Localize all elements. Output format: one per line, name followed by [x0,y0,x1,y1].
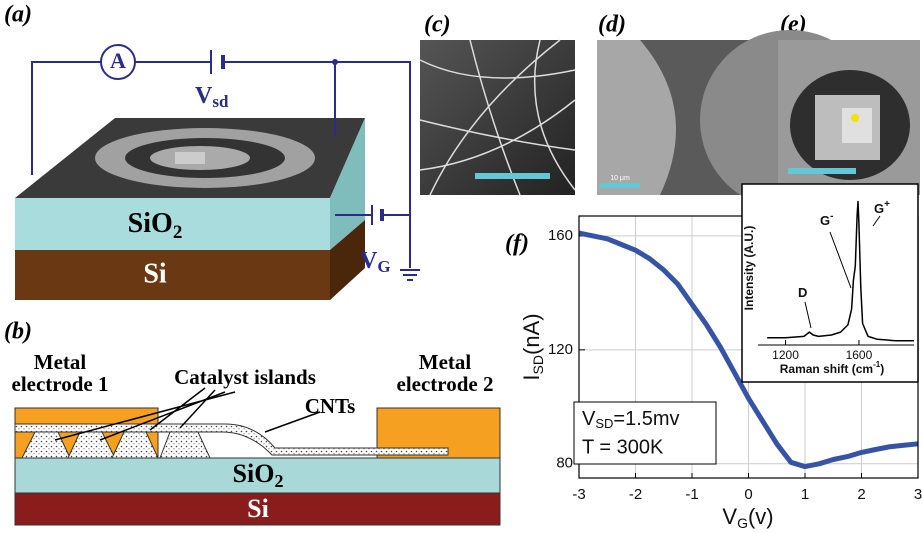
micrograph [778,40,920,195]
label-unit: (v) [748,504,774,529]
vsd-label: Vsd [195,83,229,111]
y-tick-label: 160 [548,227,573,244]
silicon-layer [15,250,330,300]
label-sub: SD [530,355,546,374]
label-end: ) [880,362,884,376]
scale-label: 10 μm [610,175,630,182]
silicon-label: Si [143,258,167,289]
y-tick-label: 120 [548,341,573,358]
label-sub: 2 [173,222,183,243]
label-sup: + [884,199,890,210]
label-unit: (nA) [519,313,544,355]
x-tick-label: -3 [572,486,585,503]
label-line: Metal [419,350,472,374]
spiral-center [175,152,205,164]
marker [851,114,859,122]
label-sup: - [830,211,833,222]
scale-bar [600,183,640,188]
scale-bar [475,173,550,179]
x-tick-label: 1200 [772,348,799,362]
label-line: electrode 2 [397,372,494,396]
cnt-label: CNTs [305,394,356,418]
x-tick-label: 2 [857,486,865,503]
label-main: G [874,201,884,216]
label-main: SiO [233,459,275,488]
annotation-main: V [582,408,596,430]
vg-label: VG [360,248,391,276]
x-axis-label: Raman shift (cm-1) [780,360,884,376]
ground [400,270,420,280]
panel-label: (b) [4,319,32,345]
y-axis-label: Intensity (A.U.) [742,226,756,311]
annotation-rest: =1.5mv [613,408,679,430]
label-main: V [722,504,737,529]
label-main: G [820,213,830,228]
peak-label: D [798,285,807,300]
micrograph [420,40,575,195]
x-tick-label: 1 [801,486,809,503]
x-tick-label: -2 [629,486,642,503]
label-line: electrode 1 [12,372,109,396]
sem-region [842,108,872,143]
catalyst-island [160,432,210,458]
panel-label: (f) [505,231,529,257]
label-main: V [360,248,378,274]
label-sub: G [377,257,390,276]
scale-bar [788,168,856,174]
label-sub: G [737,515,748,531]
x-tick-label: -1 [685,486,698,503]
label-main: Raman shift (cm [780,362,873,376]
label-main: SiO [128,208,173,239]
y-tick-label: 80 [556,455,573,472]
x-axis-label: VG(v) [722,504,773,531]
silicon-label: Si [247,494,269,523]
node [332,59,338,65]
panel-label: (c) [424,12,451,38]
panel-label: (a) [4,2,32,28]
label-main: V [195,83,213,109]
annotation: T = 300K [582,436,664,458]
ammeter-label: A [110,48,126,73]
label-main: D [798,285,807,300]
x-tick-label: 0 [744,486,752,503]
figure: (a) (b) (c) (d) (e) (f) A Vsd VG SiO2 Si [0,0,922,533]
x-tick-label: 3 [914,486,922,503]
label-sub: 2 [274,471,283,491]
catalyst-label: Catalyst islands [174,365,316,389]
y-axis-label: ISD(nA) [519,313,546,380]
label-line: Metal [34,350,87,374]
x-tick-label: 1600 [846,348,873,362]
panel-label: (d) [598,12,626,38]
label-sub: sd [212,92,229,111]
annotation-sub: SD [595,416,613,431]
device-schematic: A Vsd VG SiO2 Si [15,45,420,300]
